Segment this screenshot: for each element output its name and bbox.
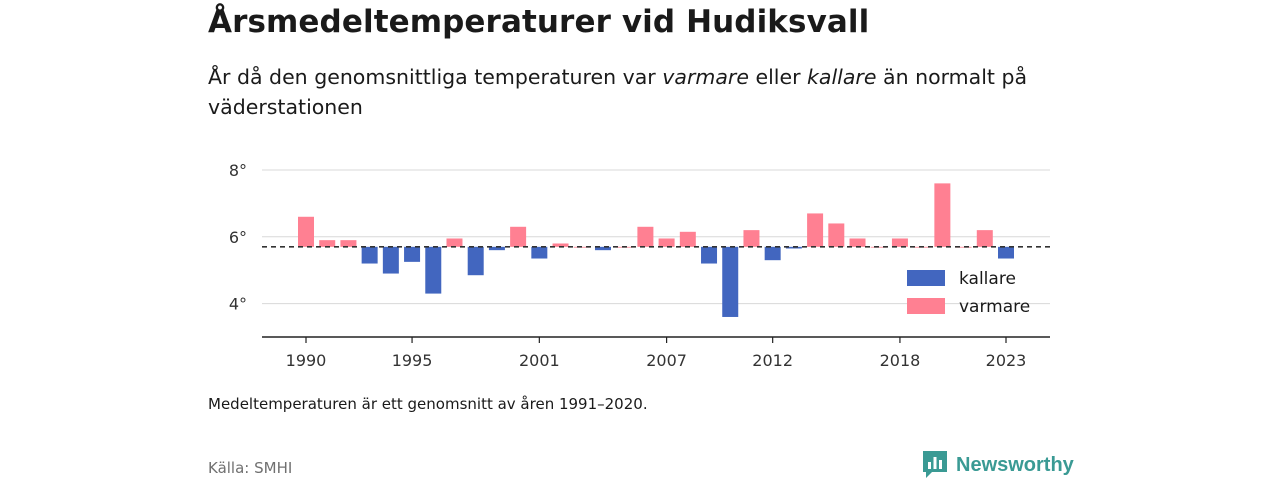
x-tick-label: 1995 xyxy=(392,351,433,370)
legend-swatch-kallare xyxy=(907,270,945,286)
bar-varmare xyxy=(828,223,845,247)
brand-name: Newsworthy xyxy=(956,453,1074,476)
subtitle-warm-word: varmare xyxy=(662,65,749,89)
source-credit: Källa: SMHI xyxy=(208,459,293,477)
x-tick-label: 2018 xyxy=(880,351,921,370)
x-tick-label: 2001 xyxy=(519,351,560,370)
bar-kallare xyxy=(425,246,442,294)
bar-varmare xyxy=(807,213,824,247)
bar-kallare xyxy=(404,246,421,262)
footnote: Medeltemperaturen är ett genomsnitt av å… xyxy=(208,395,648,413)
bar-varmare xyxy=(891,238,908,247)
legend-label-kallare: kallare xyxy=(959,269,1016,289)
bar-varmare xyxy=(510,226,527,247)
y-tick-label: 8° xyxy=(229,161,247,180)
bar-varmare xyxy=(298,216,314,247)
bar-kallare xyxy=(382,246,399,274)
subtitle-text-pre: År då den genomsnittliga temperaturen va… xyxy=(208,65,663,89)
legend-label-varmare: varmare xyxy=(959,297,1030,317)
bar-varmare xyxy=(934,183,951,247)
bar-varmare xyxy=(637,226,654,247)
bar-varmare xyxy=(679,231,696,247)
bar-varmare xyxy=(658,238,675,247)
y-tick-label: 4° xyxy=(229,295,247,314)
bar-varmare xyxy=(446,238,463,247)
subtitle-text-mid: eller xyxy=(748,65,808,89)
bar-varmare xyxy=(955,246,972,248)
chart-subtitle: År då den genomsnittliga temperaturen va… xyxy=(208,62,1068,122)
bar-kallare xyxy=(785,246,802,249)
chart-title: Årsmedeltemperaturer vid Hudiksvall xyxy=(208,4,870,40)
legend-swatch-varmare xyxy=(907,298,945,314)
bar-kallare xyxy=(467,246,484,276)
x-tick-label: 2023 xyxy=(986,351,1027,370)
bar-varmare xyxy=(976,230,993,247)
bar-kallare xyxy=(764,246,781,261)
bar-varmare xyxy=(552,243,569,247)
bar-varmare xyxy=(319,240,336,247)
bars xyxy=(298,183,1014,317)
bar-varmare xyxy=(743,230,760,247)
subtitle-text-post: än normalt på väderstationen xyxy=(208,65,1028,119)
bar-kallare xyxy=(594,246,611,251)
x-tick-label: 2007 xyxy=(646,351,687,370)
bar-kallare xyxy=(998,246,1014,259)
axes: 4° 6° 8° 1990 1995 2001 2007 2012 2018 2023 xyxy=(229,161,1050,370)
brand-logo[interactable]: Newsworthy xyxy=(922,450,1074,480)
bar-varmare xyxy=(340,240,357,247)
newsworthy-logo-icon xyxy=(923,451,947,478)
x-tick-label: 2012 xyxy=(752,351,793,370)
x-tick-label: 1990 xyxy=(286,351,327,370)
bar-kallare xyxy=(488,246,505,251)
bar-kallare xyxy=(531,246,548,259)
y-tick-label: 6° xyxy=(229,228,247,247)
subtitle-cold-word: kallare xyxy=(807,65,877,89)
bar-kallare xyxy=(361,246,378,264)
bar-varmare xyxy=(849,238,866,247)
legend: kallare varmare xyxy=(907,269,1030,317)
bar-kallare xyxy=(701,246,718,264)
bar-kallare xyxy=(722,246,739,317)
